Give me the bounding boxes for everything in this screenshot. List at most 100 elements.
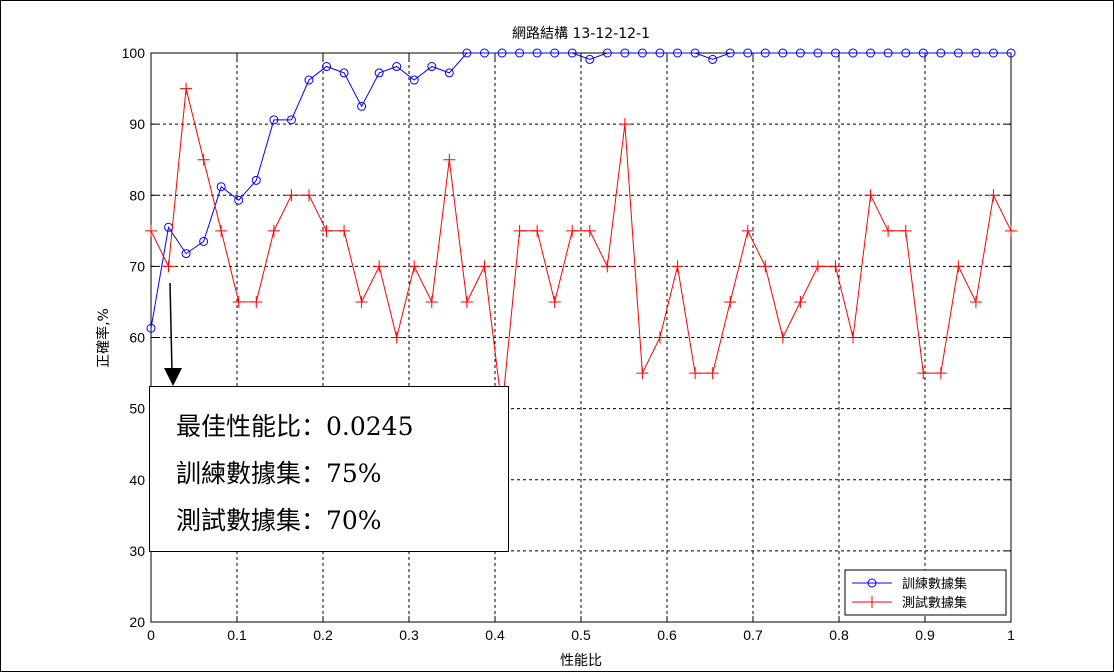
data-point	[357, 101, 367, 111]
data-point	[706, 367, 719, 380]
data-point	[637, 48, 647, 58]
data-point	[374, 68, 384, 78]
series-line	[150, 52, 1011, 329]
y-tick-label: 20	[129, 614, 145, 630]
data-point	[462, 48, 472, 58]
data-point	[232, 295, 245, 308]
x-tick-label: 0	[147, 627, 155, 643]
data-point	[829, 260, 842, 273]
data-point	[392, 62, 402, 72]
annotation-test-accuracy: 測試數據集：70%	[176, 506, 382, 535]
y-tick-label: 60	[129, 330, 145, 346]
data-point	[515, 48, 525, 58]
data-point	[813, 48, 823, 58]
data-point	[918, 48, 928, 58]
x-tick-label: 0.2	[313, 627, 333, 643]
x-tick-label: 0.3	[399, 627, 419, 643]
data-point	[497, 48, 507, 58]
data-point	[548, 295, 561, 308]
data-point	[602, 48, 612, 58]
annotation-train-accuracy: 訓練數據集：75%	[176, 459, 382, 488]
data-point	[585, 54, 595, 64]
data-point	[655, 48, 665, 58]
x-tick-label: 1	[1007, 627, 1015, 643]
chart-title: 網路結構 13-12-12-1	[512, 26, 650, 42]
data-point	[480, 48, 490, 58]
data-point	[286, 115, 296, 125]
legend-label-test: 測試數據集	[902, 595, 967, 611]
data-point	[987, 189, 1000, 202]
data-point	[302, 189, 315, 202]
x-tick-label: 0.7	[743, 627, 763, 643]
data-point	[320, 224, 333, 237]
data-point	[250, 295, 263, 308]
x-tick-label: 0.1	[227, 627, 247, 643]
data-point	[636, 367, 649, 380]
data-point	[830, 48, 840, 58]
data-point	[811, 260, 824, 273]
data-point	[795, 48, 805, 58]
data-point	[425, 295, 438, 308]
data-point	[408, 260, 421, 273]
data-point	[567, 48, 577, 58]
data-point	[181, 249, 191, 259]
data-point	[866, 48, 876, 58]
data-point	[953, 48, 963, 58]
data-point	[882, 224, 895, 237]
y-tick-label: 80	[129, 187, 145, 203]
x-tick-label: 0.4	[485, 627, 505, 643]
data-point	[215, 224, 228, 237]
data-point	[532, 48, 542, 58]
data-point	[285, 189, 298, 202]
data-point	[339, 68, 349, 78]
data-point	[847, 331, 860, 344]
data-point	[269, 115, 279, 125]
data-point	[917, 367, 930, 380]
data-point	[234, 195, 244, 205]
data-point	[620, 48, 630, 58]
data-point	[409, 75, 419, 85]
data-point	[162, 260, 175, 273]
data-point	[531, 224, 544, 237]
data-point	[689, 367, 702, 380]
data-point	[550, 48, 560, 58]
data-point	[180, 82, 193, 95]
data-point	[988, 48, 998, 58]
x-tick-label: 0.8	[829, 627, 849, 643]
annotation-arrow-line	[169, 282, 173, 373]
data-point	[145, 224, 157, 237]
data-point	[776, 331, 789, 344]
data-point	[513, 224, 526, 237]
data-point	[373, 260, 386, 273]
y-tick-label: 70	[129, 258, 145, 274]
y-tick-label: 30	[129, 543, 145, 559]
data-point	[971, 48, 981, 58]
data-point	[444, 68, 454, 78]
legend: 訓練數據集 測試數據集	[844, 569, 1007, 616]
data-point	[338, 224, 351, 237]
data-point	[216, 182, 226, 192]
data-point	[583, 224, 596, 237]
data-point	[653, 331, 666, 344]
arrow-down-icon	[164, 368, 182, 386]
data-point	[478, 260, 491, 273]
data-point	[690, 48, 700, 58]
data-point	[936, 48, 946, 58]
data-point	[794, 295, 807, 308]
data-point	[934, 367, 947, 380]
x-tick-label: 0.6	[657, 627, 677, 643]
data-point	[304, 75, 314, 85]
data-point	[460, 295, 473, 308]
legend-marker-circle-icon	[867, 578, 877, 588]
data-point	[355, 295, 368, 308]
y-tick-label: 90	[129, 116, 145, 132]
legend-label-train: 訓練數據集	[902, 576, 967, 592]
y-tick-label: 40	[129, 472, 145, 488]
data-point	[390, 331, 403, 344]
y-tick-label: 50	[129, 401, 145, 417]
data-point	[883, 48, 893, 58]
data-point	[1006, 48, 1016, 58]
data-point	[601, 260, 614, 273]
